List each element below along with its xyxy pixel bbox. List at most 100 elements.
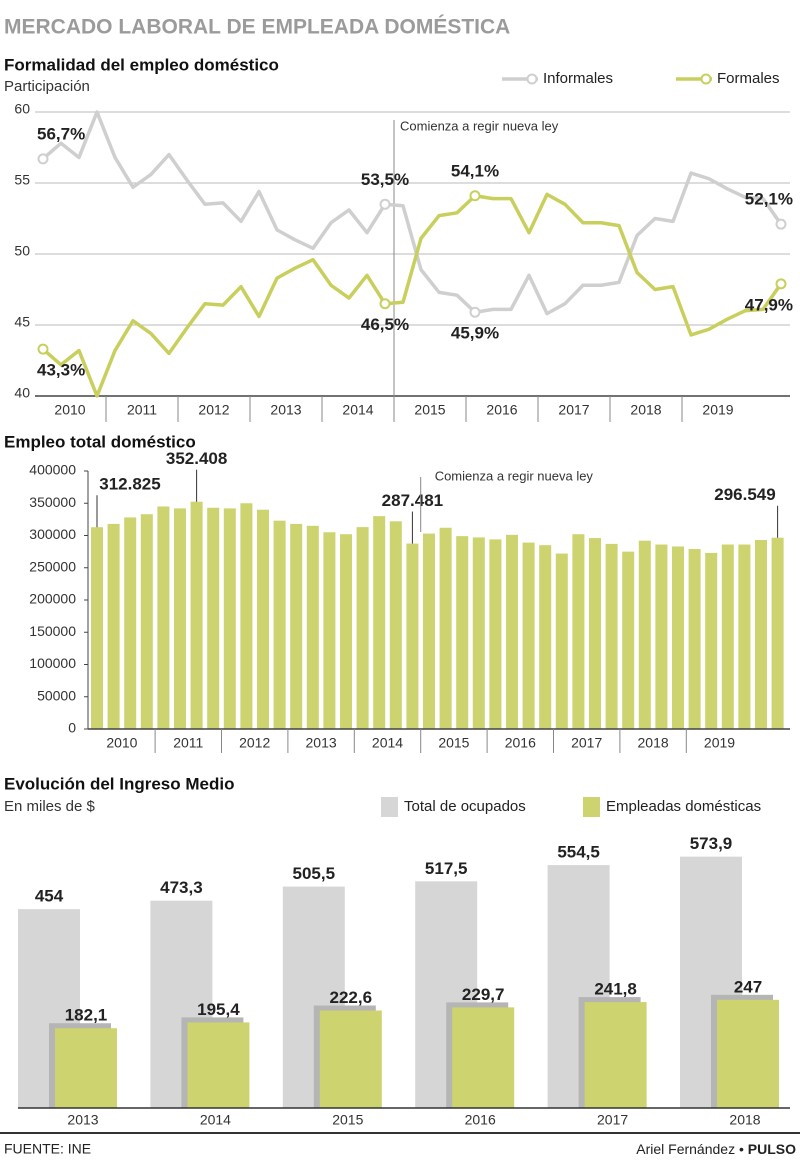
x-tick-label: 2016 — [486, 402, 517, 418]
legend-marker — [700, 73, 712, 85]
legend-label: Formales — [717, 70, 780, 87]
point-marker — [775, 218, 787, 230]
bar — [584, 1002, 647, 1108]
x-tick-label: 2016 — [465, 1112, 496, 1128]
bar — [452, 1007, 515, 1108]
bar — [140, 514, 153, 729]
x-tick-label: 2015 — [414, 402, 445, 418]
credit: Ariel Fernández • PULSO — [636, 1141, 796, 1157]
bar — [55, 1028, 117, 1108]
bar — [323, 532, 336, 729]
bar — [157, 506, 170, 729]
bar — [389, 521, 402, 729]
x-tick-label: 2017 — [558, 402, 589, 418]
annotation: Comienza a regir nueva ley — [400, 118, 559, 133]
y-tick-label: 50000 — [37, 687, 76, 703]
bar — [589, 538, 601, 729]
data-label: 45,9% — [451, 324, 499, 343]
bar — [240, 503, 253, 729]
data-label: 454 — [35, 887, 64, 906]
bar — [755, 540, 767, 729]
bar — [605, 543, 618, 729]
bar — [223, 508, 236, 729]
x-tick-label: 2015 — [332, 1112, 363, 1128]
bar — [124, 517, 137, 729]
legend-swatch — [583, 797, 600, 817]
bar — [555, 553, 568, 729]
x-tick-label: 2014 — [342, 402, 373, 418]
data-label: 241,8 — [594, 980, 637, 999]
bar — [273, 520, 286, 729]
data-label: 554,5 — [557, 843, 600, 862]
data-label: 53,5% — [361, 170, 409, 189]
y-tick-label: 0 — [68, 720, 76, 736]
y-tick-label: 55 — [14, 172, 30, 188]
bar — [356, 527, 369, 729]
y-tick-label: 45 — [14, 314, 30, 330]
x-tick-label: 2013 — [270, 402, 301, 418]
x-tick-label: 2011 — [127, 402, 157, 418]
x-tick-label: 2013 — [306, 735, 337, 751]
main-title: MERCADO LABORAL DE EMPLEADA DOMÉSTICA — [4, 16, 510, 39]
point-marker — [37, 343, 49, 355]
data-label: 517,5 — [425, 859, 468, 878]
data-label: 296.549 — [714, 485, 775, 504]
bar — [622, 551, 635, 729]
bar — [539, 545, 552, 729]
x-tick-label: 2011 — [173, 735, 203, 751]
data-label: 182,1 — [65, 1006, 108, 1025]
legend-label: Total de ocupados — [404, 798, 526, 815]
annotation: Comienza a regir nueva ley — [435, 468, 594, 483]
line-series — [41, 110, 783, 316]
bar — [439, 527, 452, 729]
y-tick-label: 40 — [14, 385, 30, 401]
legend-label: Empleadas domésticas — [606, 798, 761, 815]
bar — [472, 537, 485, 729]
x-tick-label: 2018 — [630, 402, 661, 418]
data-label: 312.825 — [99, 475, 160, 494]
bar — [738, 544, 751, 729]
bar — [705, 552, 718, 729]
point-marker — [379, 298, 391, 310]
x-tick-label: 2019 — [702, 402, 733, 418]
y-tick-label: 100000 — [29, 655, 76, 671]
data-label: 46,5% — [361, 315, 409, 334]
x-tick-label: 2013 — [67, 1112, 98, 1128]
chart-subtitle: Participación — [4, 78, 90, 95]
bar — [506, 534, 518, 729]
x-tick-label: 2010 — [54, 402, 85, 418]
data-label: 473,3 — [160, 878, 203, 897]
point-marker — [775, 278, 787, 290]
y-tick-label: 50 — [14, 243, 30, 259]
data-label: 505,5 — [293, 864, 336, 883]
bar — [406, 543, 419, 729]
point-marker — [379, 198, 391, 210]
bar — [187, 1022, 250, 1108]
bar — [290, 523, 303, 729]
source: FUENTE: INE — [4, 1141, 91, 1157]
point-marker — [37, 153, 49, 165]
legend-swatch — [381, 797, 398, 817]
author: Ariel Fernández • — [636, 1141, 744, 1157]
line-series — [41, 192, 783, 398]
x-tick-label: 2017 — [597, 1112, 628, 1128]
chart-subtitle: En miles de $ — [4, 798, 96, 815]
data-label: 287.481 — [382, 491, 443, 510]
y-tick-label: 400000 — [29, 462, 76, 478]
x-tick-label: 2012 — [239, 735, 270, 751]
bar — [638, 540, 651, 729]
bar — [721, 544, 734, 729]
y-tick-label: 350000 — [29, 494, 76, 510]
point-marker — [469, 306, 481, 318]
bar — [107, 523, 120, 729]
outlet: PULSO — [748, 1141, 796, 1157]
x-tick-label: 2012 — [198, 402, 229, 418]
data-label: 54,1% — [451, 161, 499, 180]
bar — [319, 1010, 382, 1108]
x-tick-label: 2014 — [372, 735, 403, 751]
bar — [190, 501, 203, 729]
data-label: 195,4 — [197, 1000, 240, 1019]
bar — [672, 546, 684, 729]
x-tick-label: 2015 — [438, 735, 469, 751]
